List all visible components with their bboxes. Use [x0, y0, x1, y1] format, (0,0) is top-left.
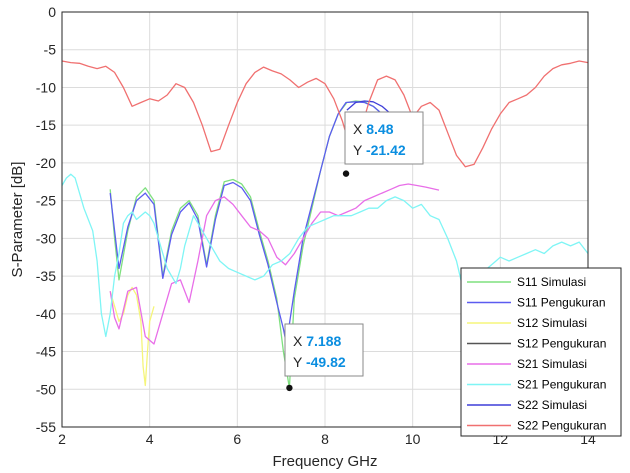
x-tick-label: 8 [321, 431, 329, 447]
series-layer [61, 60, 589, 389]
datatip-marker[interactable] [342, 170, 350, 177]
y-tick-label: -40 [36, 306, 56, 322]
y-tick-label: -35 [36, 268, 56, 284]
series-line-3 [109, 286, 155, 387]
y-tick-label: 0 [48, 4, 56, 20]
x-tick-label: 6 [233, 431, 241, 447]
datatips: X 8.48 Y -21.42 X 7.188 Y -49.82 [284, 111, 424, 392]
legend-entry[interactable]: S21 Simulasi [517, 357, 587, 371]
datatip-box [284, 323, 364, 377]
datatip-marker[interactable] [286, 384, 293, 392]
y-tick-label: -45 [36, 344, 56, 360]
y-tick-label: -20 [36, 155, 56, 171]
y-axis-label: S-Parameter [dB] [9, 162, 26, 278]
datatip-x-row: X 7.188 [293, 333, 341, 349]
datatip-y-row: Y -21.42 [353, 142, 406, 158]
y-tick-label: -25 [36, 193, 56, 209]
datatip-box [344, 111, 424, 165]
datatip-y-row: Y -49.82 [293, 354, 346, 370]
legend[interactable]: S11 Simulasi S11 Pengukuran S12 Simulasi S1… [460, 267, 622, 437]
y-tick-label: -50 [36, 381, 56, 397]
x-tick-label: 10 [405, 431, 421, 447]
series-line-5 [109, 183, 440, 345]
series-line-8 [61, 60, 589, 168]
x-tick-label: 2 [58, 431, 66, 447]
legend-entry[interactable]: S12 Pengukuran [517, 337, 606, 351]
legend-entry[interactable]: S21 Pengukuran [517, 378, 606, 392]
legend-box [460, 267, 622, 437]
y-tick-label: -5 [44, 42, 57, 58]
x-axis-label: Frequency GHz [272, 453, 377, 470]
datatip-x-row: X 8.48 [353, 121, 394, 137]
y-tick-label: -55 [36, 419, 56, 435]
y-tick-label: -15 [36, 117, 56, 133]
series-line-2 [109, 101, 392, 345]
y-tick-label: -30 [36, 230, 56, 246]
legend-entry[interactable]: S22 Simulasi [517, 398, 587, 412]
legend-entry[interactable]: S12 Simulasi [517, 316, 587, 330]
legend-entry[interactable]: S22 Pengukuran [517, 419, 606, 433]
y-tick-label: -10 [36, 79, 56, 95]
plot-border [61, 11, 589, 428]
legend-entry[interactable]: S11 Pengukuran [517, 296, 606, 310]
legend-entry[interactable]: S11 Simulasi [517, 275, 586, 289]
x-tick-label: 4 [146, 431, 154, 447]
